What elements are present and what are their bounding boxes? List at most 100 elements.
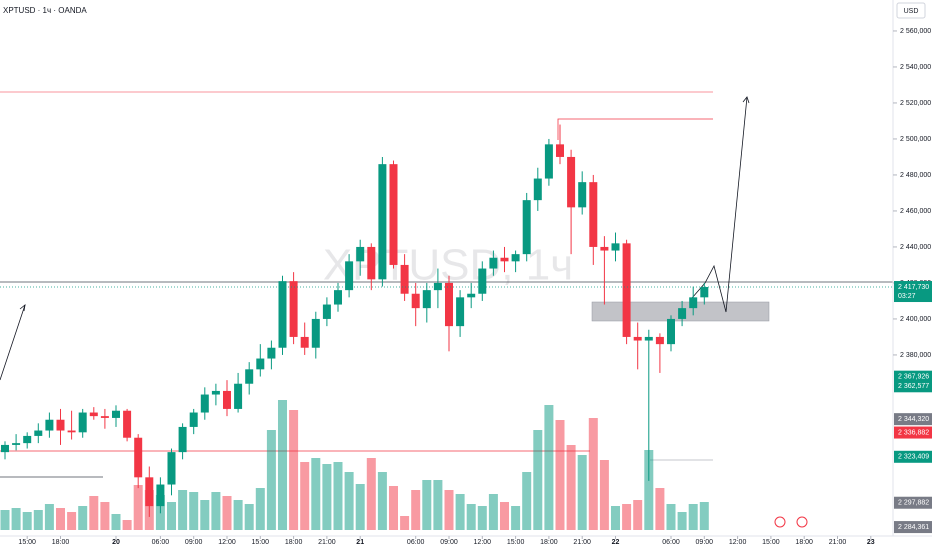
candle-body	[178, 426, 187, 453]
candle-body	[389, 164, 398, 265]
price-label-time: 03:27	[898, 293, 916, 300]
x-tick-label: 09:00	[185, 539, 203, 546]
event-icon[interactable]	[796, 516, 808, 528]
price-label-box	[894, 370, 932, 383]
volume-bar	[266, 430, 276, 530]
volume-bar	[499, 502, 509, 530]
drawn-level	[557, 118, 713, 140]
price-label: 2 417,730	[898, 284, 929, 291]
price-label: 2 367,926	[898, 374, 929, 381]
volume-bar	[311, 458, 321, 530]
volume-bar	[178, 490, 188, 530]
candle-body	[567, 156, 576, 208]
x-tick-label: 15:00	[18, 539, 36, 546]
volume-bar	[455, 494, 465, 530]
volume-bar	[333, 462, 343, 530]
candle-body	[367, 246, 376, 280]
event-icon[interactable]	[774, 516, 786, 528]
candle-body	[578, 182, 587, 208]
currency-box[interactable]	[896, 2, 926, 19]
candle-body	[300, 336, 309, 348]
candle-body	[267, 347, 276, 359]
volume-bar	[189, 492, 199, 530]
candle-body	[134, 437, 143, 478]
x-tick-label: 12:00	[729, 539, 747, 546]
candle-body	[689, 297, 698, 309]
price-label: 2 297,882	[898, 500, 929, 507]
volume-bar	[200, 500, 210, 530]
candle-body	[700, 287, 709, 298]
volume-bar	[533, 430, 543, 530]
candle-body	[56, 419, 65, 431]
symbol-title: XPTUSD · 1ч · OANDA	[3, 6, 87, 15]
volume-bar	[33, 510, 43, 530]
volume-bar	[466, 504, 476, 530]
x-tick-label: 21	[356, 539, 364, 546]
volume-bar	[244, 504, 254, 530]
volume-bar	[644, 450, 654, 530]
y-tick-label: 2 460,000	[900, 208, 931, 215]
candle-body	[478, 268, 487, 294]
volume-bar	[11, 508, 21, 530]
volume-bar	[577, 455, 587, 530]
volume-bar	[366, 458, 376, 530]
candle-body	[666, 318, 675, 345]
candle-body	[189, 412, 198, 427]
volume-bar	[277, 400, 287, 530]
volume-bar	[22, 512, 32, 530]
candle-body	[0, 444, 9, 453]
x-tick-label: 18:00	[540, 539, 558, 546]
volume-bar	[444, 490, 454, 530]
arrow-head	[19, 304, 26, 312]
volume-bar	[544, 405, 554, 530]
watermark: XPTUSD, 1ч	[323, 241, 573, 290]
volume-bar	[511, 506, 521, 530]
volume-bar	[622, 504, 632, 530]
candle-body	[167, 452, 176, 485]
candle-body	[78, 412, 87, 433]
volume-bar	[633, 500, 643, 530]
candle-body	[12, 443, 21, 445]
x-tick-label: 15:00	[762, 539, 780, 546]
candle-body	[234, 383, 243, 409]
price-label: 2 362,577	[898, 383, 929, 390]
candle-body	[622, 243, 631, 337]
x-tick-label: 18:00	[52, 539, 70, 546]
candle-body	[400, 264, 409, 294]
candle-body	[489, 257, 498, 269]
candle-body	[467, 293, 476, 298]
volume-bar	[699, 502, 709, 530]
volume-bar	[89, 496, 99, 530]
price-label-box	[894, 521, 932, 534]
volume-bar	[67, 512, 77, 530]
candle-body	[245, 369, 254, 384]
x-tick-label: 06:00	[407, 539, 425, 546]
volume-bar	[355, 484, 365, 530]
x-tick-label: 15:00	[507, 539, 525, 546]
candle-body	[611, 243, 620, 251]
candle-body	[511, 254, 520, 262]
volume-bar	[400, 516, 410, 530]
candle-body	[411, 293, 420, 309]
candle-body	[89, 412, 98, 417]
volume-bar	[411, 490, 421, 530]
currency[interactable]: USD	[904, 8, 919, 15]
volume-bar	[599, 460, 609, 530]
x-tick-label: 12:00	[474, 539, 492, 546]
candle-body	[655, 336, 664, 345]
price-label-box	[894, 450, 932, 463]
volume-bar	[655, 488, 665, 530]
candle-body	[322, 304, 331, 319]
candle-body	[533, 178, 542, 201]
volume-bar	[166, 502, 176, 530]
candle-body	[422, 290, 431, 309]
volume-bar	[477, 506, 487, 530]
x-tick-label: 18:00	[795, 539, 813, 546]
candle-body	[345, 261, 354, 291]
x-tick-label: 21:00	[573, 539, 591, 546]
x-tick-label: 21:00	[318, 539, 336, 546]
candle-body	[145, 477, 154, 507]
y-tick-label: 2 560,000	[900, 28, 931, 35]
x-tick-label: 06:00	[662, 539, 680, 546]
candle-body	[289, 281, 298, 337]
